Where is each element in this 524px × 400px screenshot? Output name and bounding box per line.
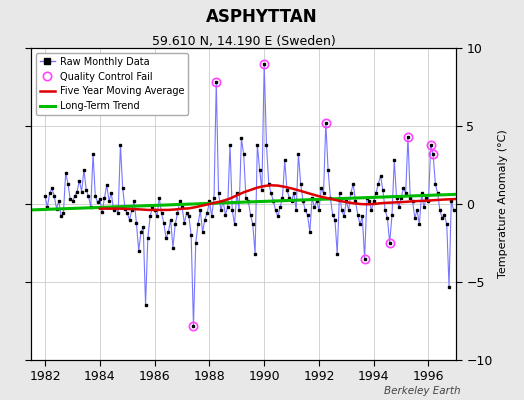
Y-axis label: Temperature Anomaly (°C): Temperature Anomaly (°C) — [498, 130, 508, 278]
Title: 59.610 N, 14.190 E (Sweden): 59.610 N, 14.190 E (Sweden) — [152, 35, 335, 48]
Text: ASPHYTTAN: ASPHYTTAN — [206, 8, 318, 26]
Legend: Raw Monthly Data, Quality Control Fail, Five Year Moving Average, Long-Term Tren: Raw Monthly Data, Quality Control Fail, … — [36, 53, 188, 115]
Text: Berkeley Earth: Berkeley Earth — [385, 386, 461, 396]
